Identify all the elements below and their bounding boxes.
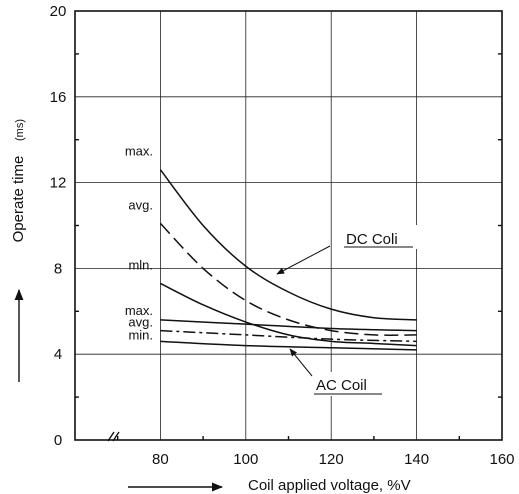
dc-coil-label: DC Coli <box>346 231 398 248</box>
dc-label-bg <box>332 225 422 249</box>
x-tick-label: 160 <box>489 451 514 468</box>
series-label-ac: max. <box>125 303 153 318</box>
x-tick-label: 120 <box>319 451 344 468</box>
x-tick-label: 80 <box>152 451 169 468</box>
y-tick-label: 8 <box>54 260 62 277</box>
series-label-dc: mln. <box>128 257 153 272</box>
x-tick-labels: 80 100 120 140 160 <box>152 451 514 468</box>
axis-break-icon <box>107 431 120 442</box>
x-tick-label: 140 <box>404 451 429 468</box>
y-tick-label: 20 <box>50 3 67 20</box>
y-tick-label: 0 <box>54 432 62 449</box>
y-tick-label: 4 <box>54 346 62 363</box>
series-lines <box>159 169 417 351</box>
series-line-dc-2 <box>160 282 417 347</box>
x-axis-title: Coil applied voltage, %V <box>248 477 411 494</box>
series-line-dc-0 <box>159 169 417 321</box>
y-axis-unit: (ms) <box>14 119 26 141</box>
plot-frame <box>74 10 503 441</box>
series-label-dc: max. <box>125 144 153 159</box>
series-line-ac-3 <box>160 319 417 332</box>
series-label-ac: min. <box>128 327 153 342</box>
series-label-ac: avg. <box>128 315 153 330</box>
series-label-dc: avg. <box>128 197 153 212</box>
y-axis-title-group: Operate time (ms) <box>10 119 27 242</box>
minor-ticks <box>75 53 502 440</box>
y-tick-labels: 0 4 8 12 16 20 <box>50 3 67 449</box>
ac-coil-label: AC Coil <box>316 377 367 394</box>
series-line-dc-1 <box>159 222 417 336</box>
ac-pointer-arrow-icon <box>289 348 313 377</box>
series-line-ac-5 <box>160 340 417 351</box>
series-line-ac-4 <box>160 329 417 343</box>
x-tick-label: 100 <box>233 451 258 468</box>
series-labels: max.avg.mln.max.avg.min. <box>125 144 153 343</box>
grid-lines <box>75 11 502 440</box>
y-tick-label: 16 <box>50 89 67 106</box>
ac-label-bg <box>308 372 388 396</box>
dc-pointer-arrow-icon <box>276 245 331 275</box>
y-axis-title: Operate time <box>10 156 27 243</box>
y-tick-label: 12 <box>50 175 67 192</box>
